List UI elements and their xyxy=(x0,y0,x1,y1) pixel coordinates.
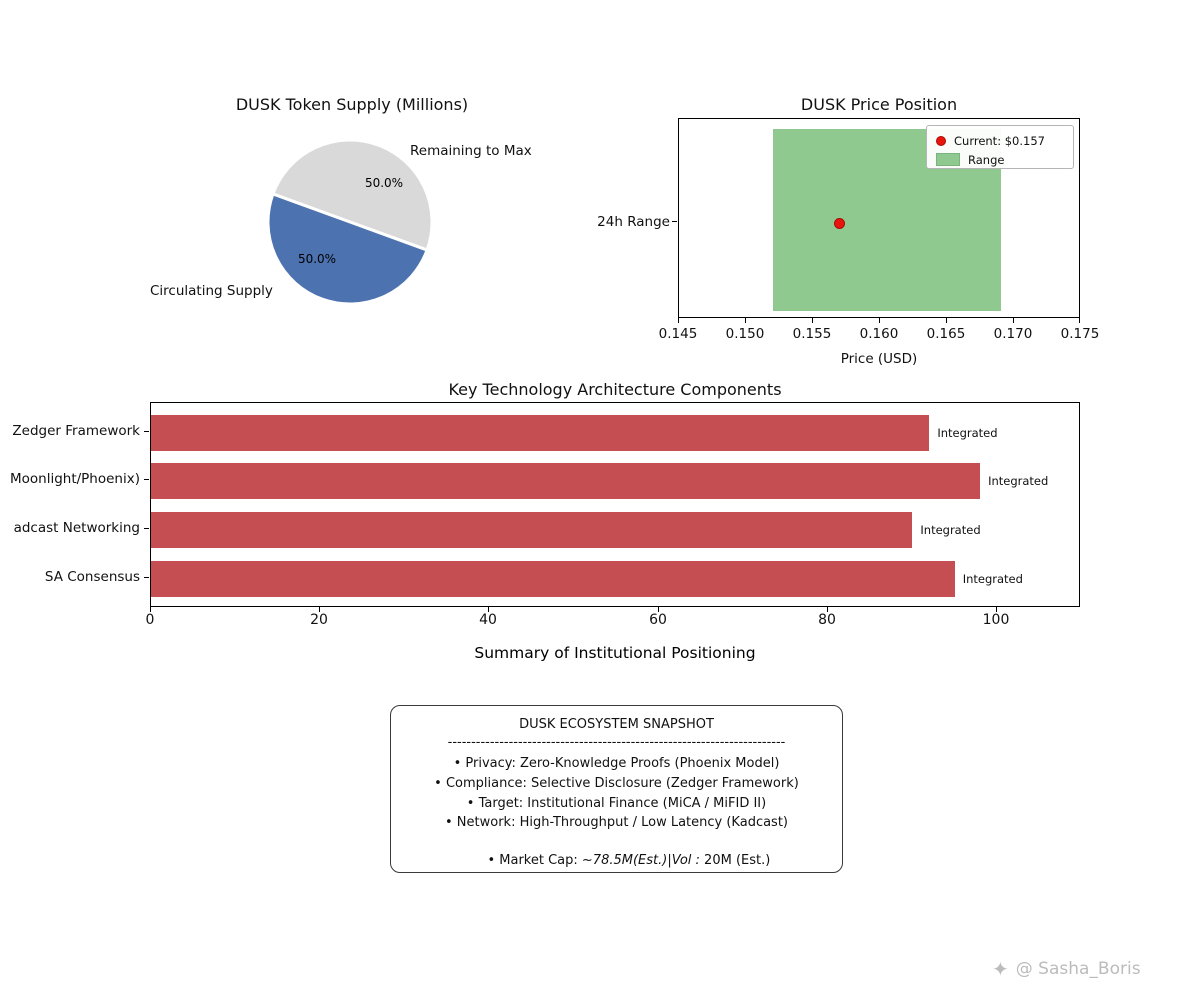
scatter-legend: Current: $0.157 Range xyxy=(926,125,1074,169)
snapshot-divider: ----------------------------------------… xyxy=(447,735,786,750)
scatter-xtick: 0.175 xyxy=(1060,326,1100,342)
scatter-xtick: 0.150 xyxy=(725,326,765,342)
token-supply-pie xyxy=(266,138,434,306)
bar-row: Integrated xyxy=(151,463,1048,499)
bar-xtick: 80 xyxy=(818,612,836,628)
y-tick xyxy=(672,221,677,223)
watermark: ✦ @ Sasha_Boris xyxy=(992,959,1141,979)
x-tick xyxy=(879,318,881,323)
bar-ytick-kadcast: adcast Networking xyxy=(13,520,140,536)
bar-row: Integrated xyxy=(151,561,1023,597)
marketcap-suffix: 20M (Est.) xyxy=(699,853,771,868)
compass-icon: ✦ xyxy=(992,957,1009,981)
pie-label-circulating: Circulating Supply xyxy=(150,283,273,299)
y-tick xyxy=(144,431,149,433)
y-tick xyxy=(144,479,149,481)
x-tick xyxy=(1013,318,1015,323)
bar-ytick-consensus: SA Consensus xyxy=(44,569,140,585)
bar-annotation: Integrated xyxy=(937,426,998,440)
snapshot-title: DUSK ECOSYSTEM SNAPSHOT xyxy=(519,717,714,732)
snapshot-line: • Privacy: Zero-Knowledge Proofs (Phoeni… xyxy=(453,756,780,771)
x-tick xyxy=(1079,318,1081,323)
bar-annotation: Integrated xyxy=(920,523,981,537)
current-price-dot xyxy=(834,218,845,229)
price-position-axes: Current: $0.157 Range xyxy=(678,118,1080,318)
pie-slice-circulating xyxy=(266,192,429,306)
bar-xtick: 40 xyxy=(479,612,497,628)
ecosystem-snapshot-box: DUSK ECOSYSTEM SNAPSHOT ----------------… xyxy=(390,705,843,873)
bar-moonlight-phoenix xyxy=(151,463,981,499)
snapshot-marketcap-line: • Market Cap: ~78.5M(Est.)|Vol : 20M (Es… xyxy=(391,838,842,883)
legend-row-range: Range xyxy=(936,150,1064,169)
bar-xtick: 100 xyxy=(982,612,1010,628)
bar-row: Integrated xyxy=(151,415,998,451)
current-price-marker-icon xyxy=(936,135,946,146)
snapshot-line: • Target: Institutional Finance (MiCA / … xyxy=(466,796,767,811)
bar-zedger xyxy=(151,415,930,451)
bar-xtick: 60 xyxy=(649,612,667,628)
bar-chart-title: Key Technology Architecture Components xyxy=(448,380,782,399)
x-tick xyxy=(658,607,660,612)
bar-xtick: 20 xyxy=(310,612,328,628)
scatter-xtick: 0.155 xyxy=(792,326,832,342)
x-tick xyxy=(812,318,814,323)
bar-annotation: Integrated xyxy=(988,474,1049,488)
x-tick xyxy=(488,607,490,612)
range-swatch-icon xyxy=(936,153,960,166)
marketcap-prefix: • Market Cap: ~ xyxy=(487,853,593,868)
x-tick xyxy=(678,318,680,323)
pie-pct-circulating: 50.0% xyxy=(297,252,337,266)
y-tick xyxy=(144,577,149,579)
bar-ytick-zedger: Zedger Framework xyxy=(12,423,140,439)
scatter-xtick: 0.160 xyxy=(859,326,899,342)
bar-xlabel: Summary of Institutional Positioning xyxy=(474,644,756,662)
scatter-xtick: 0.165 xyxy=(926,326,966,342)
snapshot-line: • Compliance: Selective Disclosure (Zedg… xyxy=(434,776,799,791)
scatter-xtick: 0.170 xyxy=(993,326,1033,342)
bar-xtick: 0 xyxy=(145,612,155,628)
watermark-text: @ Sasha_Boris xyxy=(1015,959,1141,979)
y-tick xyxy=(144,528,149,530)
legend-range-label: Range xyxy=(968,152,1005,167)
pie-label-remaining: Remaining to Max xyxy=(410,143,532,159)
scatter-ytick-label: 24h Range xyxy=(597,214,670,230)
scatter-xtick: 0.145 xyxy=(658,326,698,342)
legend-current-label: Current: $0.157 xyxy=(954,133,1045,148)
pie-slice-remaining xyxy=(271,138,434,252)
bar-row: Integrated xyxy=(151,512,981,548)
bar-chart-axes: Integrated Integrated Integrated Integra… xyxy=(150,402,1080,607)
scatter-title: DUSK Price Position xyxy=(800,95,958,114)
x-tick xyxy=(996,607,998,612)
x-tick xyxy=(745,318,747,323)
marketcap-math: 78.5M(Est.)|Vol : xyxy=(592,853,700,868)
scatter-xlabel: Price (USD) xyxy=(840,351,918,367)
pie-pct-remaining: 50.0% xyxy=(364,176,404,190)
x-tick xyxy=(319,607,321,612)
snapshot-line: • Network: High-Throughput / Low Latency… xyxy=(444,815,788,830)
x-tick xyxy=(150,607,152,612)
bar-annotation: Integrated xyxy=(962,572,1023,586)
x-tick xyxy=(827,607,829,612)
bar-kadcast xyxy=(151,512,913,548)
pie-title: DUSK Token Supply (Millions) xyxy=(235,95,469,114)
bar-sa-consensus xyxy=(151,561,955,597)
x-tick xyxy=(946,318,948,323)
bar-ytick-moonlight: Moonlight/Phoenix) xyxy=(9,471,140,487)
legend-row-current: Current: $0.157 xyxy=(936,131,1064,150)
